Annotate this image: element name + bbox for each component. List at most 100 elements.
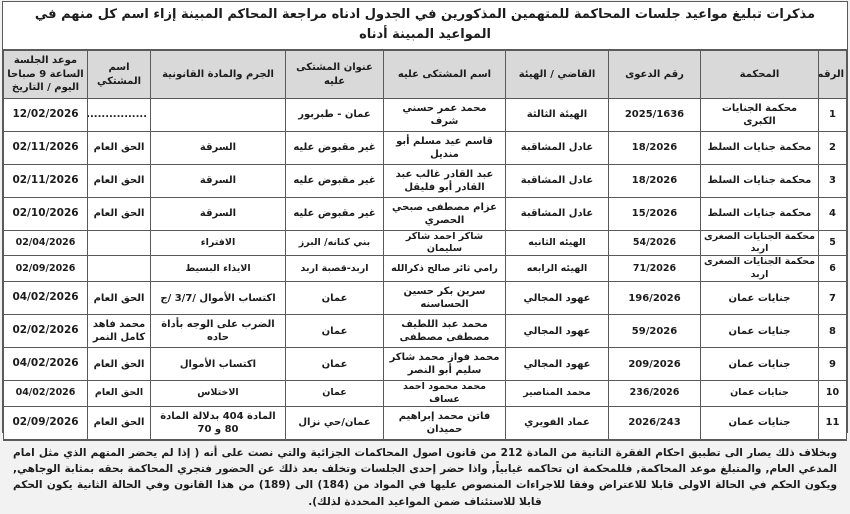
cell-crime: اكتساب الأموال /3/7 /ج — [150, 281, 286, 316]
cell-judge: الهيئة الثالثة — [505, 97, 609, 132]
cell-address: عمان — [285, 281, 384, 316]
table-row: 9 جنايات عمان 209/2026 عهود المجالي محمد فوا… — [3, 347, 847, 382]
column-header-address: عنوان المشتكى عليه — [285, 50, 384, 99]
cell-date: 04/02/2026 — [3, 347, 88, 382]
cell-num: 9 — [818, 347, 847, 382]
cell-defendant: محمد عمر حسني شرف — [383, 97, 506, 132]
cell-court: جنايات عمان — [700, 380, 819, 407]
cell-case_no: 196/2026 — [608, 281, 701, 316]
cell-crime: السرقة — [150, 130, 286, 165]
table-row: 10 جنايات عمان 236/2026 محمد المناصير محمد م… — [3, 380, 847, 407]
cell-num: 10 — [818, 380, 847, 407]
cell-date: 04/02/2026 — [3, 281, 88, 316]
table-row: 4 محكمة جنايات السلط 15/2026 عادل المشاقبة ع… — [3, 196, 847, 231]
cell-date: 02/02/2026 — [3, 314, 88, 349]
cell-date: 02/04/2026 — [3, 229, 88, 257]
column-header-crime: الجرم والمادة القانونية — [150, 50, 286, 99]
cell-complainant — [87, 229, 151, 257]
cell-address: عمان — [285, 380, 384, 407]
cell-case_no: 236/2026 — [608, 380, 701, 407]
table-row: 2 محكمة جنايات السلط 18/2026 عادل المشاقبة ق… — [3, 130, 847, 165]
cell-crime: اكتساب الأموال — [150, 347, 286, 382]
cell-crime: السرقة — [150, 163, 286, 198]
cell-court: جنايات عمان — [700, 314, 819, 349]
cell-complainant: الحق العام — [87, 196, 151, 231]
table-row: 11 جنايات عمان 2026/243 عماد الفويري فاتن مح… — [3, 405, 847, 440]
cell-complainant: الحق العام — [87, 347, 151, 382]
cell-complainant: محمد فاهد كامل النمر — [87, 314, 151, 349]
cell-address: عمان — [285, 347, 384, 382]
cell-defendant: محمد فواز محمد شاكر سليم أبو النصر — [383, 347, 506, 382]
cell-court: محكمة جنايات السلط — [700, 196, 819, 231]
table-header-row: الرقم المحكمة رقم الدعوى القاضي / الهيئة اسم… — [3, 50, 847, 99]
cell-date: 02/11/2026 — [3, 130, 88, 165]
cell-num: 5 — [818, 229, 847, 257]
cell-address: عمان/حي نزال — [285, 405, 384, 440]
table-body: 1 محكمة الجنايات الكبرى 2025/1636 الهيئة ال… — [3, 97, 847, 440]
cell-defendant: شاكر احمد شاكر سليمان — [383, 229, 506, 257]
cell-case_no: 15/2026 — [608, 196, 701, 231]
cell-num: 1 — [818, 97, 847, 132]
table-row: 8 جنايات عمان 59/2026 عهود المجالي محمد عبد … — [3, 314, 847, 349]
cell-address: عمان — [285, 314, 384, 349]
cell-crime: السرقة — [150, 196, 286, 231]
table-row: 5 محكمة الجنايات الصغرى اربد 54/2026 الهيئه… — [3, 229, 847, 257]
cell-complainant: الحق العام — [87, 281, 151, 316]
column-header-date: موعد الجلسة الساعة 9 صباحا اليوم / التار… — [3, 50, 88, 99]
cell-defendant: محمد محمود احمد عساف — [383, 380, 506, 407]
cell-judge: عادل المشاقبة — [505, 196, 609, 231]
cell-court: جنايات عمان — [700, 281, 819, 316]
cell-judge: عهود المجالي — [505, 347, 609, 382]
table-row: 6 محكمة الجنايات الصغرى اربد 71/2026 الهيئه… — [3, 255, 847, 283]
cell-date: 12/02/2026 — [3, 97, 88, 132]
cell-complainant — [87, 255, 151, 283]
table-row: 3 محكمة جنايات السلط 18/2026 عادل المشاقبة ع… — [3, 163, 847, 198]
cell-complainant: الحق العام — [87, 380, 151, 407]
column-header-case_no: رقم الدعوى — [608, 50, 701, 99]
document-title: مذكرات تبليغ مواعيد جلسات المحاكمة للمته… — [3, 2, 847, 51]
cell-num: 3 — [818, 163, 847, 198]
cell-case_no: 71/2026 — [608, 255, 701, 283]
cell-num: 11 — [818, 405, 847, 440]
cell-court: محكمة الجنايات الكبرى — [700, 97, 819, 132]
cell-case_no: 2026/243 — [608, 405, 701, 440]
cell-case_no: 18/2026 — [608, 163, 701, 198]
cell-court: جنايات عمان — [700, 347, 819, 382]
cell-case_no: 209/2026 — [608, 347, 701, 382]
footer-legal-note: وبخلاف ذلك يصار الى تطبيق احكام الفقرة ا… — [3, 439, 847, 514]
column-header-num: الرقم — [818, 50, 847, 99]
cell-address: غير مقبوض عليه — [285, 163, 384, 198]
cell-crime — [150, 97, 286, 132]
cell-defendant: فاتن محمد إبراهيم حميدان — [383, 405, 506, 440]
cell-defendant: عزام مصطفى صبحي الحصري — [383, 196, 506, 231]
column-header-complainant: اسم المشتكي — [87, 50, 151, 99]
cell-address: اربد-قصبة اربد — [285, 255, 384, 283]
cell-judge: عهود المجالي — [505, 281, 609, 316]
cell-judge: الهيئه الرابعه — [505, 255, 609, 283]
cell-date: 04/02/2026 — [3, 380, 88, 407]
table-row: 7 جنايات عمان 196/2026 عهود المجالي سرين بكر… — [3, 281, 847, 316]
cell-complainant: الحق العام — [87, 130, 151, 165]
cell-defendant: قاسم عيد مسلم أبو منديل — [383, 130, 506, 165]
cell-judge: الهيئه الثانيه — [505, 229, 609, 257]
cell-court: محكمة الجنايات الصغرى اربد — [700, 255, 819, 283]
cell-court: محكمة جنايات السلط — [700, 163, 819, 198]
cell-case_no: 54/2026 — [608, 229, 701, 257]
cell-num: 8 — [818, 314, 847, 349]
cell-num: 4 — [818, 196, 847, 231]
cell-defendant: محمد عبد اللطيف مصطفى مصطفى — [383, 314, 506, 349]
cell-date: 02/09/2026 — [3, 255, 88, 283]
cell-judge: عهود المجالي — [505, 314, 609, 349]
cell-date: 02/11/2026 — [3, 163, 88, 198]
cell-judge: عادل المشاقبة — [505, 130, 609, 165]
cell-complainant: الحق العام — [87, 163, 151, 198]
cell-num: 2 — [818, 130, 847, 165]
cell-court: محكمة الجنايات الصغرى اربد — [700, 229, 819, 257]
cell-case_no: 2025/1636 — [608, 97, 701, 132]
cell-address: غير مقبوض عليه — [285, 130, 384, 165]
cell-defendant: رامي ثائر صالح ذكرالله — [383, 255, 506, 283]
cell-address: بني كنانه/ البرز — [285, 229, 384, 257]
column-header-defendant: اسم المشتكى عليه — [383, 50, 506, 99]
cell-court: جنايات عمان — [700, 405, 819, 440]
